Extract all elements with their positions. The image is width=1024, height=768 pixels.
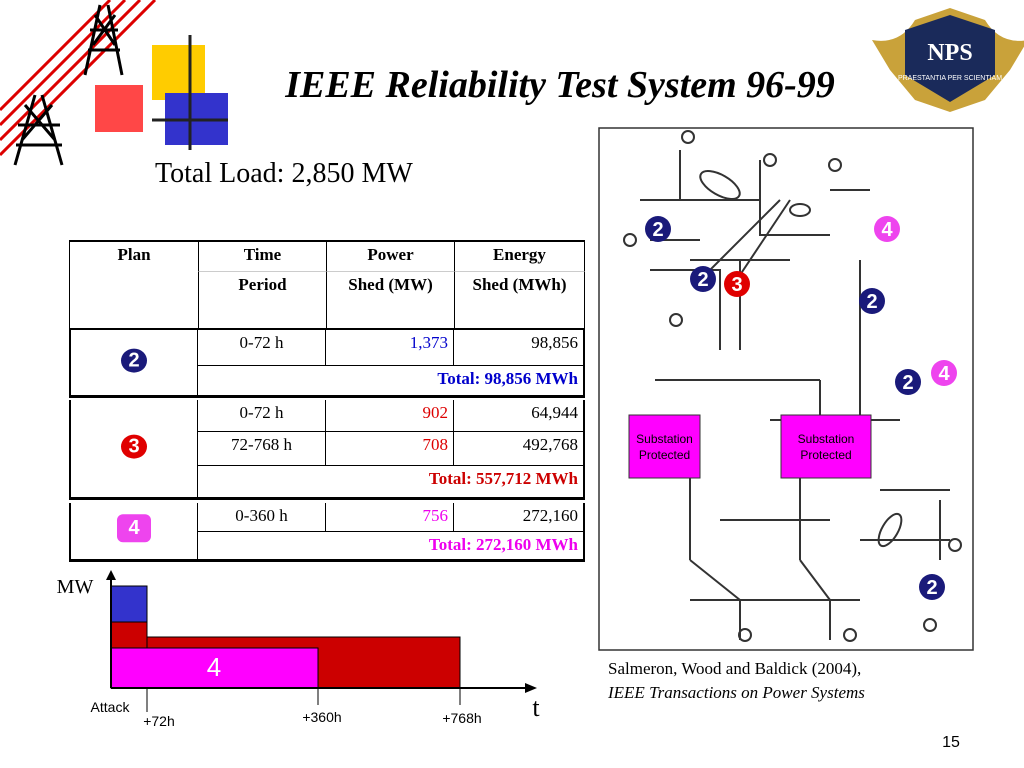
plan-badge: 3 (121, 434, 147, 459)
header-cell: Period (198, 272, 326, 330)
substation-label: Substation Protected (636, 432, 693, 462)
header-cell: Energy (454, 240, 585, 272)
logo-text: NPS (927, 40, 972, 66)
table-cell: 492,768 (454, 432, 585, 466)
attack-label: Attack (91, 699, 131, 715)
substation-box (780, 414, 872, 479)
table-cell: 0-72 h (198, 330, 326, 366)
diagram-badge (645, 216, 671, 242)
logo-motto: PRAESTANTIA PER SCIENTIAM (898, 75, 1002, 82)
plan-cell: 2 (69, 330, 198, 398)
header-cell: Shed (MWh) (454, 272, 585, 330)
diagram-badge (724, 271, 750, 297)
table-cell: 0-360 h (198, 503, 326, 532)
tick-label: +72h (143, 713, 175, 729)
diagram-badge-label: 2 (866, 291, 877, 313)
total-cell: Total: 557,712 MWh (198, 466, 585, 500)
total-cell: Total: 98,856 MWh (198, 366, 585, 398)
diagram-badge (919, 574, 945, 600)
total-cell: Total: 272,160 MWh (198, 532, 585, 562)
deco-square (152, 45, 205, 100)
table-cell: 902 (326, 400, 454, 432)
diagram-badge-label: 4 (938, 363, 950, 385)
citation: Salmeron, Wood and Baldick (2004), (608, 659, 861, 678)
shed-table: Plan Time Period Power Shed (MW) Energy Shed (… (69, 240, 585, 563)
table-cell: 72-768 h (198, 432, 326, 466)
tick-label: +768h (442, 710, 481, 726)
header-cell (69, 272, 198, 330)
diagram-badge-label: 3 (731, 274, 742, 296)
header-cell: Power (326, 240, 454, 272)
header-cell: Shed (MW) (326, 272, 454, 330)
header-cell: Time (198, 240, 326, 272)
arrow (525, 683, 537, 693)
table-cell: 756 (326, 503, 454, 532)
diagram-badge-label: 2 (926, 577, 937, 599)
plan-badge: 2 (121, 348, 147, 373)
table-cell: 272,160 (454, 503, 585, 532)
substation-box (628, 414, 701, 479)
plan4-block (110, 647, 319, 689)
plan-cell: 4 (69, 503, 198, 562)
diagram-badge (874, 216, 900, 242)
y-label: MW (57, 576, 94, 598)
table-cell: 64,944 (454, 400, 585, 432)
table-cell: 708 (326, 432, 454, 466)
diagram-badge-label: 4 (881, 219, 893, 241)
diagram-badge-label: 2 (697, 269, 708, 291)
plan-cell: 3 (69, 400, 198, 500)
plan2-block (110, 585, 148, 623)
bar-label: 4 (207, 652, 221, 682)
diagram-badge (859, 288, 885, 314)
diagram-badge-label: 2 (652, 219, 663, 241)
x-label: t (532, 693, 540, 722)
citation-journal: IEEE Transactions on Power Systems (607, 683, 865, 702)
towers (13, 4, 124, 166)
diagram-badge (931, 360, 957, 386)
table-cell: 1,373 (326, 330, 454, 366)
arrow (106, 570, 116, 580)
timeline: 4 MW t Attack +72h +360h +768h (57, 570, 540, 729)
power-diagram (598, 127, 974, 651)
logo: NPS PRAESTANTIA PER SCIENTIAM (872, 8, 1024, 112)
title: IEEE Reliability Test System 96-99 (284, 64, 835, 106)
diagram-badge (895, 369, 921, 395)
subtitle: Total Load: 2,850 MW (155, 158, 413, 189)
plan-badge: 4 (117, 514, 151, 543)
substation-label: Substation Protected (798, 432, 855, 462)
table-cell: 0-72 h (198, 400, 326, 432)
page-number: 15 (942, 734, 960, 751)
diagram-badge (690, 266, 716, 292)
diagram-overlays: 2 2 3 4 2 2 4 2 Substation Protected Substation Pro… (628, 216, 957, 600)
header-cell: Plan (69, 240, 198, 272)
tick-label: +360h (302, 709, 341, 725)
deco-square (95, 85, 143, 132)
table-cell: 98,856 (454, 330, 585, 366)
diagram-badge-label: 2 (902, 372, 913, 394)
